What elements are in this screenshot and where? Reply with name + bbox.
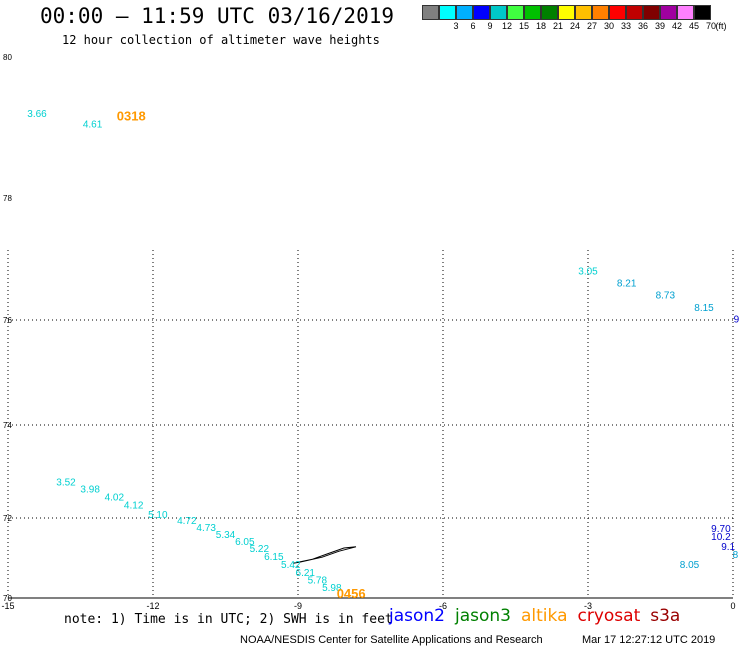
footer-note: note: 1) Time is in UTC; 2) SWH is in fe… — [64, 612, 393, 627]
color-swatch — [694, 5, 711, 20]
color-swatch — [541, 5, 558, 20]
color-swatch — [524, 5, 541, 20]
page-subtitle: 12 hour collection of altimeter wave hei… — [62, 33, 380, 47]
satellite-legend-item: jason3 — [455, 606, 511, 626]
swh-label: 8.05 — [680, 560, 700, 571]
x-tick-label: -9 — [294, 601, 302, 611]
color-scale-label: 45 — [688, 21, 700, 31]
x-tick-label: -15 — [1, 601, 14, 611]
color-scale-label: 12 — [501, 21, 513, 31]
x-tick-label: -12 — [146, 601, 159, 611]
y-tick-label: 70 — [3, 594, 12, 603]
color-swatch — [456, 5, 473, 20]
color-swatch — [592, 5, 609, 20]
swh-label: 4.72 — [177, 516, 197, 527]
color-scale-label: 9 — [487, 21, 493, 31]
swh-label: 4.73 — [196, 523, 216, 534]
y-tick-label: 80 — [3, 53, 12, 62]
swh-label: 8.73 — [656, 291, 676, 302]
color-scale-label: 30 — [603, 21, 615, 31]
swh-label: 5.42 — [281, 560, 301, 571]
swh-label: 5.10 — [148, 510, 168, 521]
y-tick-label: 74 — [3, 421, 12, 430]
x-tick-label: 0 — [730, 601, 735, 611]
swh-label: 6.15 — [264, 552, 284, 563]
satellite-legend-item: cryosat — [577, 606, 641, 626]
color-scale-label: 39 — [654, 21, 666, 31]
island-outline — [293, 546, 357, 564]
y-tick-label: 78 — [3, 194, 12, 203]
swh-label: 8.21 — [617, 278, 637, 289]
color-scale-bar — [422, 5, 711, 20]
swh-label: 9. — [734, 315, 740, 326]
swh-label: 8 — [733, 550, 739, 561]
swh-label: 3.52 — [56, 477, 76, 488]
swh-label: 4.61 — [83, 120, 103, 131]
color-swatch — [626, 5, 643, 20]
color-swatch — [558, 5, 575, 20]
swh-label: 10.2 — [711, 532, 731, 543]
pass-time-label: 0456 — [337, 586, 366, 601]
color-swatch — [643, 5, 660, 20]
credit-line: NOAA/NESDIS Center for Satellite Applica… — [240, 634, 543, 646]
color-scale-label: 6 — [470, 21, 476, 31]
color-scale-unit: (ft) — [715, 21, 727, 31]
color-scale-label: 36 — [637, 21, 649, 31]
y-tick-label: 72 — [3, 514, 12, 523]
color-swatch — [473, 5, 490, 20]
swh-label: 6.05 — [235, 537, 255, 548]
satellite-legend-item: altika — [521, 606, 568, 626]
swh-label: 9.1 — [721, 542, 735, 553]
color-swatch — [609, 5, 626, 20]
color-swatch — [575, 5, 592, 20]
color-scale-labels: 3 6 9 12 15 18 21 24 27 30 33 36 39 42 45 70 (ft) — [422, 21, 740, 33]
swh-label: 5.78 — [308, 576, 328, 587]
color-swatch — [677, 5, 694, 20]
page-title: 00:00 – 11:59 UTC 03/16/2019 — [40, 4, 395, 28]
swh-label: 4.02 — [105, 492, 125, 503]
generated-timestamp: Mar 17 12:27:12 UTC 2019 — [582, 634, 716, 646]
color-scale-label: 27 — [586, 21, 598, 31]
color-swatch — [439, 5, 456, 20]
color-scale-label: 42 — [671, 21, 683, 31]
pass-time-label: 0318 — [117, 108, 146, 123]
color-scale-label: 3 — [453, 21, 459, 31]
color-scale-label: 18 — [535, 21, 547, 31]
color-swatch — [422, 5, 439, 20]
satellite-legend-item: jason2 — [389, 606, 445, 626]
color-scale-label: 70 — [705, 21, 717, 31]
y-tick-label: 76 — [3, 316, 12, 325]
swh-label: 4.12 — [124, 501, 144, 512]
swh-label: 3.98 — [80, 484, 100, 495]
color-swatch — [490, 5, 507, 20]
satellite-legend: jason2 jason3 altika cryosat s3a — [389, 606, 680, 626]
color-swatch — [507, 5, 524, 20]
swh-label: 3.66 — [27, 109, 47, 120]
swh-label: 8.15 — [694, 303, 714, 314]
color-scale-label: 24 — [569, 21, 581, 31]
swh-label: 6.21 — [296, 568, 316, 579]
x-tick-label: -3 — [584, 601, 592, 611]
color-scale-label: 33 — [620, 21, 632, 31]
x-tick-label: -6 — [439, 601, 447, 611]
swh-label: 5.22 — [250, 544, 270, 555]
color-scale-label: 15 — [518, 21, 530, 31]
color-swatch — [660, 5, 677, 20]
swh-label: 5.34 — [216, 530, 236, 541]
swh-label: 5.98 — [322, 583, 342, 594]
swh-label: 9.70 — [711, 524, 731, 535]
swh-label: 3.05 — [578, 266, 598, 277]
color-scale-label: 21 — [552, 21, 564, 31]
satellite-legend-item: s3a — [650, 606, 681, 626]
